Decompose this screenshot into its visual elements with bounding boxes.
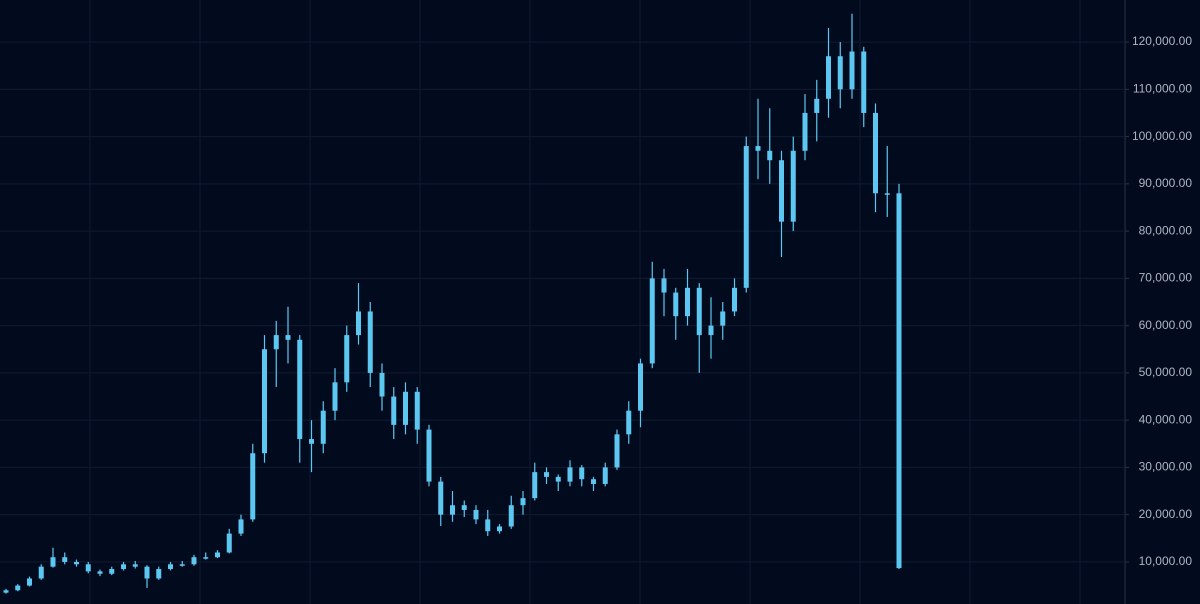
- candle-body: [708, 325, 714, 336]
- candle-body: [74, 561, 79, 565]
- candle-body: [873, 112, 878, 194]
- candle-body: [3, 590, 9, 593]
- candle-body: [97, 571, 103, 574]
- candle-body: [426, 429, 432, 482]
- candle-body: [27, 578, 32, 586]
- candle-body: [356, 311, 361, 336]
- candle-body: [332, 382, 338, 411]
- candle-body: [309, 439, 314, 444]
- candle-body: [320, 410, 326, 444]
- candle-body: [849, 51, 855, 90]
- candle-body: [661, 278, 667, 293]
- vertical-grid: [89, 0, 1081, 604]
- candle-body: [226, 533, 232, 553]
- candle-body: [85, 564, 91, 572]
- y-tick-label: 120,000.00: [1132, 34, 1192, 48]
- candle-body: [732, 287, 737, 312]
- candle-body: [62, 557, 68, 562]
- candle-body: [344, 335, 350, 383]
- candle-body: [50, 557, 56, 567]
- candle-body: [861, 51, 867, 113]
- candle-body: [215, 552, 220, 558]
- candle-body: [367, 311, 373, 373]
- candle-body: [238, 519, 244, 534]
- candle-body: [414, 391, 420, 430]
- candle-body: [567, 467, 573, 482]
- candle-body: [191, 557, 197, 565]
- candle-body: [743, 146, 749, 288]
- candle-body: [461, 505, 467, 510]
- candle-body: [755, 146, 761, 151]
- candle-body: [896, 193, 902, 569]
- candle-body: [450, 505, 455, 515]
- y-tick-label: 10,000.00: [1139, 554, 1193, 568]
- candle-body: [555, 476, 561, 482]
- candle-body: [779, 160, 784, 222]
- candle-body: [156, 569, 162, 579]
- candle-body: [814, 98, 820, 113]
- y-tick-label: 70,000.00: [1139, 271, 1193, 285]
- candle-body: [626, 410, 632, 435]
- candle-body: [403, 391, 408, 425]
- candle-body: [497, 526, 502, 532]
- candle-body: [485, 519, 491, 532]
- candle-body: [837, 56, 843, 90]
- y-tick-label: 20,000.00: [1139, 507, 1193, 521]
- candle-body: [250, 453, 256, 520]
- candle-body: [109, 569, 115, 574]
- y-tick-label: 80,000.00: [1139, 223, 1193, 237]
- y-tick-label: 40,000.00: [1139, 412, 1193, 426]
- candle-body: [696, 287, 702, 336]
- candle-body: [379, 372, 385, 397]
- candle-body: [15, 585, 21, 591]
- candle-body: [391, 396, 397, 425]
- candle-body: [638, 363, 643, 411]
- y-tick-label: 50,000.00: [1139, 365, 1193, 379]
- candle-body: [720, 311, 726, 326]
- candle-body: [473, 509, 479, 520]
- candle-body: [591, 479, 596, 484]
- candle-body: [673, 292, 679, 317]
- candle-body: [438, 481, 444, 515]
- y-tick-label: 60,000.00: [1139, 318, 1193, 332]
- candle-body: [790, 150, 796, 222]
- candle-body: [144, 566, 150, 579]
- candle-body: [802, 112, 808, 151]
- candle-body: [826, 56, 831, 99]
- y-tick-label: 100,000.00: [1132, 129, 1192, 143]
- candle-body: [38, 566, 44, 579]
- y-tick-label: 30,000.00: [1139, 460, 1193, 474]
- candle-body: [168, 564, 173, 570]
- candle-body: [767, 150, 773, 161]
- candle-body: [297, 339, 303, 440]
- candle-body: [203, 557, 209, 559]
- candle-body: [285, 335, 291, 340]
- candle-body: [544, 472, 549, 477]
- candle-body: [532, 472, 538, 499]
- y-tick-label: 110,000.00: [1133, 81, 1192, 95]
- candle-body: [579, 467, 585, 480]
- candle-body: [262, 349, 267, 454]
- candle-body: [273, 335, 279, 350]
- candle-body: [602, 467, 608, 484]
- candle-body: [614, 434, 620, 468]
- candle-body: [508, 505, 514, 527]
- candle-body: [179, 564, 185, 566]
- candle-body: [132, 564, 138, 567]
- candle-body: [121, 564, 126, 570]
- candle-body: [649, 278, 655, 364]
- y-tick-label: 90,000.00: [1139, 176, 1193, 190]
- candle-body: [520, 498, 526, 506]
- candle-body: [685, 287, 690, 317]
- candle-body: [884, 193, 890, 195]
